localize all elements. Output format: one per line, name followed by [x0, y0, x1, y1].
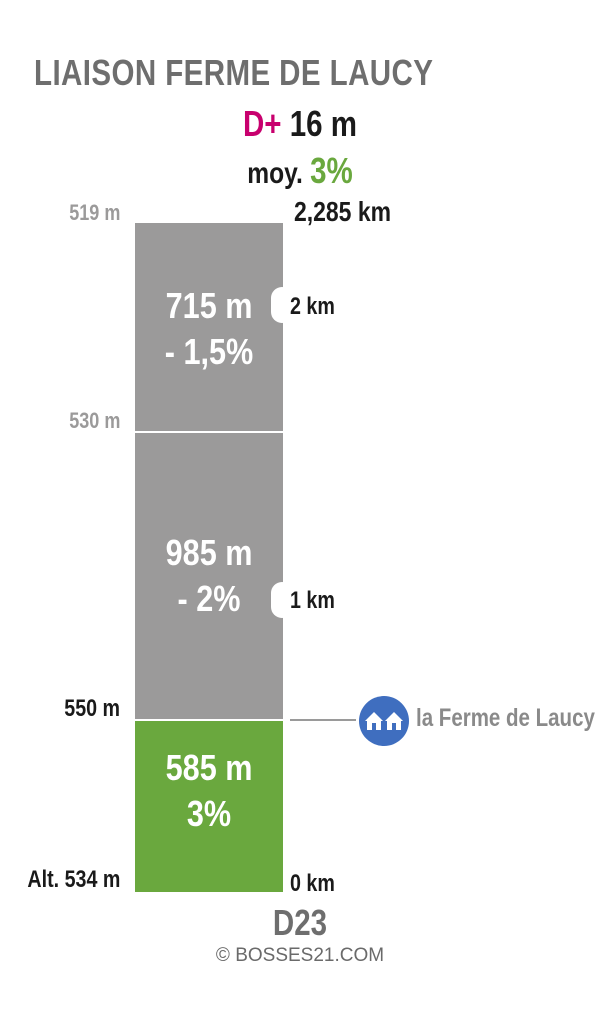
poi-label: la Ferme de Laucy [416, 704, 595, 732]
segment-1-gradient: 3% [186, 793, 232, 834]
km-marker-0: 0 km [290, 870, 335, 897]
road-name: D23 [272, 902, 328, 943]
segment-1-length: 585 m [165, 747, 253, 788]
average-gradient-label: moy. [247, 157, 303, 190]
segment-2-text: 985 m - 2% [135, 530, 283, 622]
copyright-credit: © BOSSES21.COM [215, 945, 385, 966]
average-gradient-value: 3% [310, 150, 353, 191]
houses-icon [359, 696, 409, 746]
segment-3-length: 715 m [165, 285, 253, 326]
segment-2-length: 985 m [165, 532, 253, 573]
segment-3-gradient: - 1,5% [164, 331, 254, 372]
km-notch-2 [271, 287, 293, 323]
page-title: LIAISON FERME DE LAUCY [34, 52, 434, 93]
total-distance: 2,285 km [294, 196, 392, 227]
altitude-label-start: Alt. 534 m [27, 866, 120, 893]
poi-connector-line [290, 719, 356, 721]
segment-1: 585 m 3% [135, 721, 283, 892]
km-marker-2: 2 km [290, 293, 335, 320]
altitude-label-2: 530 m [68, 408, 120, 433]
km-marker-1: 1 km [290, 587, 335, 614]
elevation-gain-label: D+ [242, 103, 282, 144]
segment-2-gradient: - 2% [177, 578, 241, 619]
segment-3-text: 715 m - 1,5% [135, 283, 283, 375]
segment-1-text: 585 m 3% [135, 745, 283, 837]
elevation-gain: D+ 16 m [243, 103, 357, 145]
segment-2: 985 m - 2% [135, 433, 283, 719]
houses-icon-graphic [365, 712, 403, 730]
km-notch-1 [271, 582, 293, 618]
segment-3: 715 m - 1,5% [135, 223, 283, 431]
elevation-gain-value: 16 m [289, 103, 358, 144]
altitude-label-1: 550 m [64, 695, 120, 722]
average-gradient: moy. 3% [247, 150, 353, 192]
altitude-label-end: 519 m [68, 200, 120, 225]
